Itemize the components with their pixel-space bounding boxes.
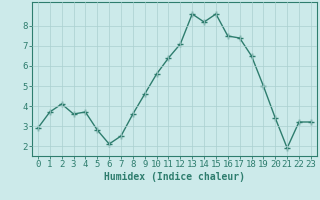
X-axis label: Humidex (Indice chaleur): Humidex (Indice chaleur) (104, 172, 245, 182)
